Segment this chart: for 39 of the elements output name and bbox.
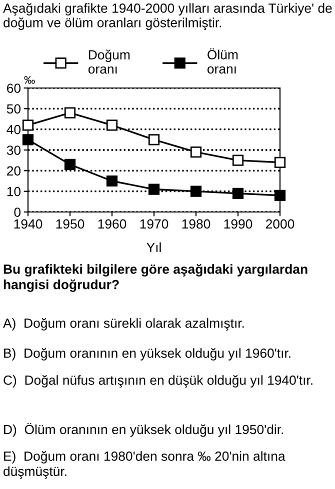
point: [148, 184, 160, 195]
y-tick-label: 40: [6, 124, 21, 134]
point: [22, 120, 34, 131]
x-tick-label: 2000: [266, 219, 294, 229]
text: A) Doğum oranı sürekli olarak azalmıştır.: [3, 318, 244, 331]
point: [190, 186, 202, 197]
x-tick-label: 1990: [224, 219, 252, 229]
chart-title: Aşağıdaki grafikte 1940-2000 yılları arasında Türkiye' de doğum ve ölüm oranları gösterilmiştir.: [3, 3, 332, 30]
x-tick-label: 1940: [14, 219, 42, 229]
point: [64, 158, 76, 170]
y-tick-label: 30: [6, 146, 21, 155]
text: C) Doğal nüfus artışının en düşük olduğu yıl 1940'tır.: [4, 375, 312, 388]
text: E) Doğum oranı 1980'den sonra ‰ 20'nin altına düşmüştür.: [4, 451, 286, 479]
point: [64, 107, 76, 118]
x-tick-label: 1970: [140, 219, 168, 229]
x-tick-label: 1980: [182, 219, 210, 229]
y-tick-label: 0: [14, 208, 21, 217]
x-tick-label: 1960: [98, 219, 126, 229]
legend-label: Ölüm oranı: [207, 48, 238, 74]
x-axis-title: Yıl: [146, 242, 161, 252]
y-tick-label: 60: [7, 84, 21, 93]
point: [274, 156, 286, 168]
y-axis-title: ‰: [24, 76, 35, 84]
text: Bu grafikteki bilgilere göre aşağıdaki yargılardan hangisi doğrudur?: [4, 264, 308, 292]
point: [106, 120, 118, 131]
point: [232, 154, 244, 166]
point: [274, 190, 286, 202]
point: [232, 188, 244, 199]
point: [190, 146, 202, 158]
text: B) Doğum oranının en yüksek olduğu yıl 1960'tır.: [4, 348, 290, 360]
y-tick-label: 10: [7, 186, 21, 196]
text: D) Ölüm oranının en yüksek olduğu yıl 1950'dir.: [4, 423, 284, 437]
x-tick-label: 1950: [56, 219, 84, 229]
legend-label: Doğum oranı: [88, 50, 130, 74]
point: [148, 134, 160, 146]
y-tick-label: 50: [6, 104, 21, 114]
point: [106, 175, 118, 187]
point: [22, 134, 34, 146]
y-tick-label: 20: [7, 166, 21, 176]
